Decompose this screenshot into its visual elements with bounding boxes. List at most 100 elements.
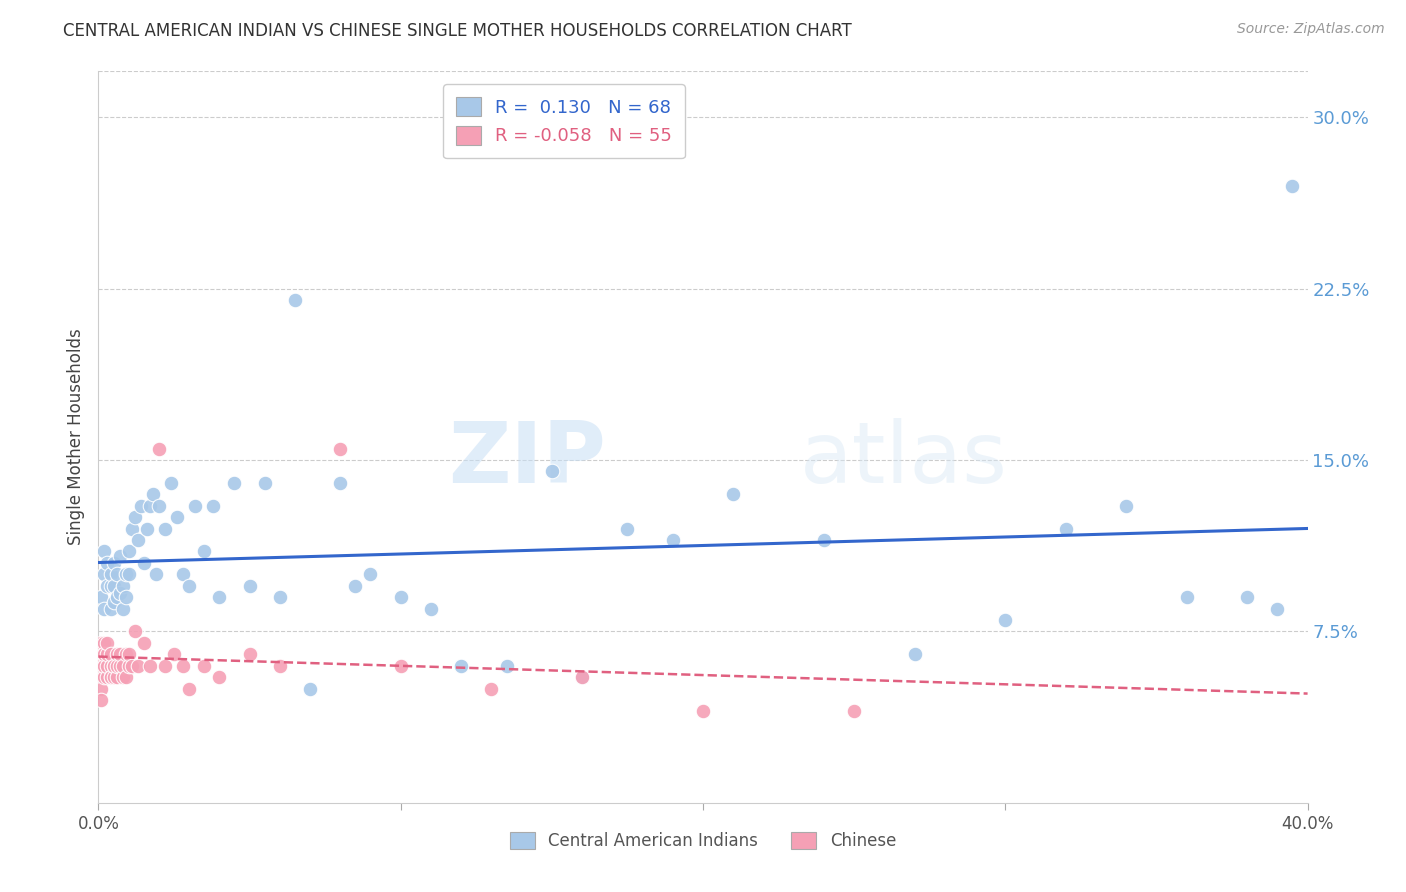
Point: [100, 567, 122, 582]
Point: [1054, 521, 1077, 535]
Point: [114, 567, 136, 582]
Point: [172, 658, 194, 673]
Point: [193, 658, 215, 673]
Point: [90, 681, 112, 696]
Point: [93, 636, 115, 650]
Point: [329, 475, 352, 490]
Point: [96, 647, 118, 661]
Text: ZIP: ZIP: [449, 417, 606, 500]
Point: [571, 670, 593, 684]
Point: [450, 658, 472, 673]
Point: [93, 601, 115, 615]
Point: [121, 521, 143, 535]
Point: [127, 658, 149, 673]
Point: [93, 567, 115, 582]
Point: [100, 658, 122, 673]
Point: [96, 556, 118, 570]
Point: [105, 647, 128, 661]
Point: [108, 647, 131, 661]
Point: [103, 579, 125, 593]
Point: [253, 475, 276, 490]
Point: [148, 499, 170, 513]
Point: [121, 658, 143, 673]
Point: [103, 670, 125, 684]
Point: [93, 544, 115, 558]
Point: [100, 579, 122, 593]
Point: [90, 658, 112, 673]
Point: [118, 647, 141, 661]
Point: [111, 579, 134, 593]
Point: [142, 487, 165, 501]
Point: [224, 475, 246, 490]
Point: [135, 521, 157, 535]
Point: [100, 670, 122, 684]
Point: [166, 510, 188, 524]
Point: [105, 658, 128, 673]
Point: [108, 549, 131, 563]
Point: [208, 590, 231, 604]
Point: [1175, 590, 1198, 604]
Point: [103, 658, 125, 673]
Point: [118, 544, 141, 558]
Point: [90, 670, 112, 684]
Point: [1115, 499, 1137, 513]
Point: [124, 624, 146, 639]
Point: [105, 590, 128, 604]
Point: [179, 681, 201, 696]
Point: [1281, 178, 1303, 193]
Point: [127, 533, 149, 547]
Point: [179, 579, 201, 593]
Text: Source: ZipAtlas.com: Source: ZipAtlas.com: [1237, 22, 1385, 37]
Point: [93, 658, 115, 673]
Point: [160, 475, 183, 490]
Point: [114, 670, 136, 684]
Point: [329, 442, 352, 456]
Point: [269, 658, 291, 673]
Point: [103, 658, 125, 673]
Point: [184, 499, 207, 513]
Point: [692, 705, 714, 719]
Point: [96, 636, 118, 650]
Point: [111, 658, 134, 673]
Text: CENTRAL AMERICAN INDIAN VS CHINESE SINGLE MOTHER HOUSEHOLDS CORRELATION CHART: CENTRAL AMERICAN INDIAN VS CHINESE SINGL…: [63, 22, 852, 40]
Point: [111, 670, 134, 684]
Text: atlas: atlas: [800, 417, 1008, 500]
Point: [93, 658, 115, 673]
Point: [93, 647, 115, 661]
Point: [269, 590, 291, 604]
Point: [132, 556, 155, 570]
Point: [284, 293, 307, 307]
Point: [193, 544, 215, 558]
Point: [139, 658, 162, 673]
Point: [93, 647, 115, 661]
Point: [132, 636, 155, 650]
Point: [344, 579, 367, 593]
Point: [1267, 601, 1289, 615]
Point: [103, 556, 125, 570]
Point: [100, 601, 122, 615]
Point: [571, 670, 593, 684]
Point: [114, 590, 136, 604]
Point: [1236, 590, 1258, 604]
Legend: Central American Indians, Chinese: Central American Indians, Chinese: [503, 825, 903, 856]
Point: [239, 579, 262, 593]
Point: [153, 521, 176, 535]
Point: [129, 499, 152, 513]
Point: [145, 567, 167, 582]
Point: [90, 647, 112, 661]
Point: [90, 693, 112, 707]
Point: [420, 601, 443, 615]
Point: [148, 442, 170, 456]
Point: [100, 647, 122, 661]
Point: [118, 658, 141, 673]
Point: [495, 658, 517, 673]
Point: [994, 613, 1017, 627]
Point: [389, 590, 412, 604]
Point: [96, 658, 118, 673]
Point: [844, 705, 866, 719]
Point: [904, 647, 927, 661]
Point: [96, 670, 118, 684]
Point: [111, 601, 134, 615]
Point: [114, 647, 136, 661]
Y-axis label: Single Mother Households: Single Mother Households: [67, 329, 86, 545]
